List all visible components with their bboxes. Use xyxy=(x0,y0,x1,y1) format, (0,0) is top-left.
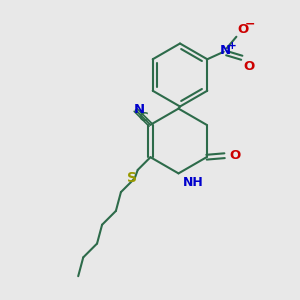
Text: NH: NH xyxy=(183,176,204,189)
Text: O: O xyxy=(237,23,248,36)
Text: −: − xyxy=(245,18,255,31)
Text: S: S xyxy=(127,171,137,185)
Text: O: O xyxy=(244,59,255,73)
Text: N: N xyxy=(220,44,231,57)
Text: N: N xyxy=(134,103,145,116)
Text: O: O xyxy=(230,149,241,162)
Text: +: + xyxy=(228,41,237,51)
Text: C: C xyxy=(139,111,148,124)
